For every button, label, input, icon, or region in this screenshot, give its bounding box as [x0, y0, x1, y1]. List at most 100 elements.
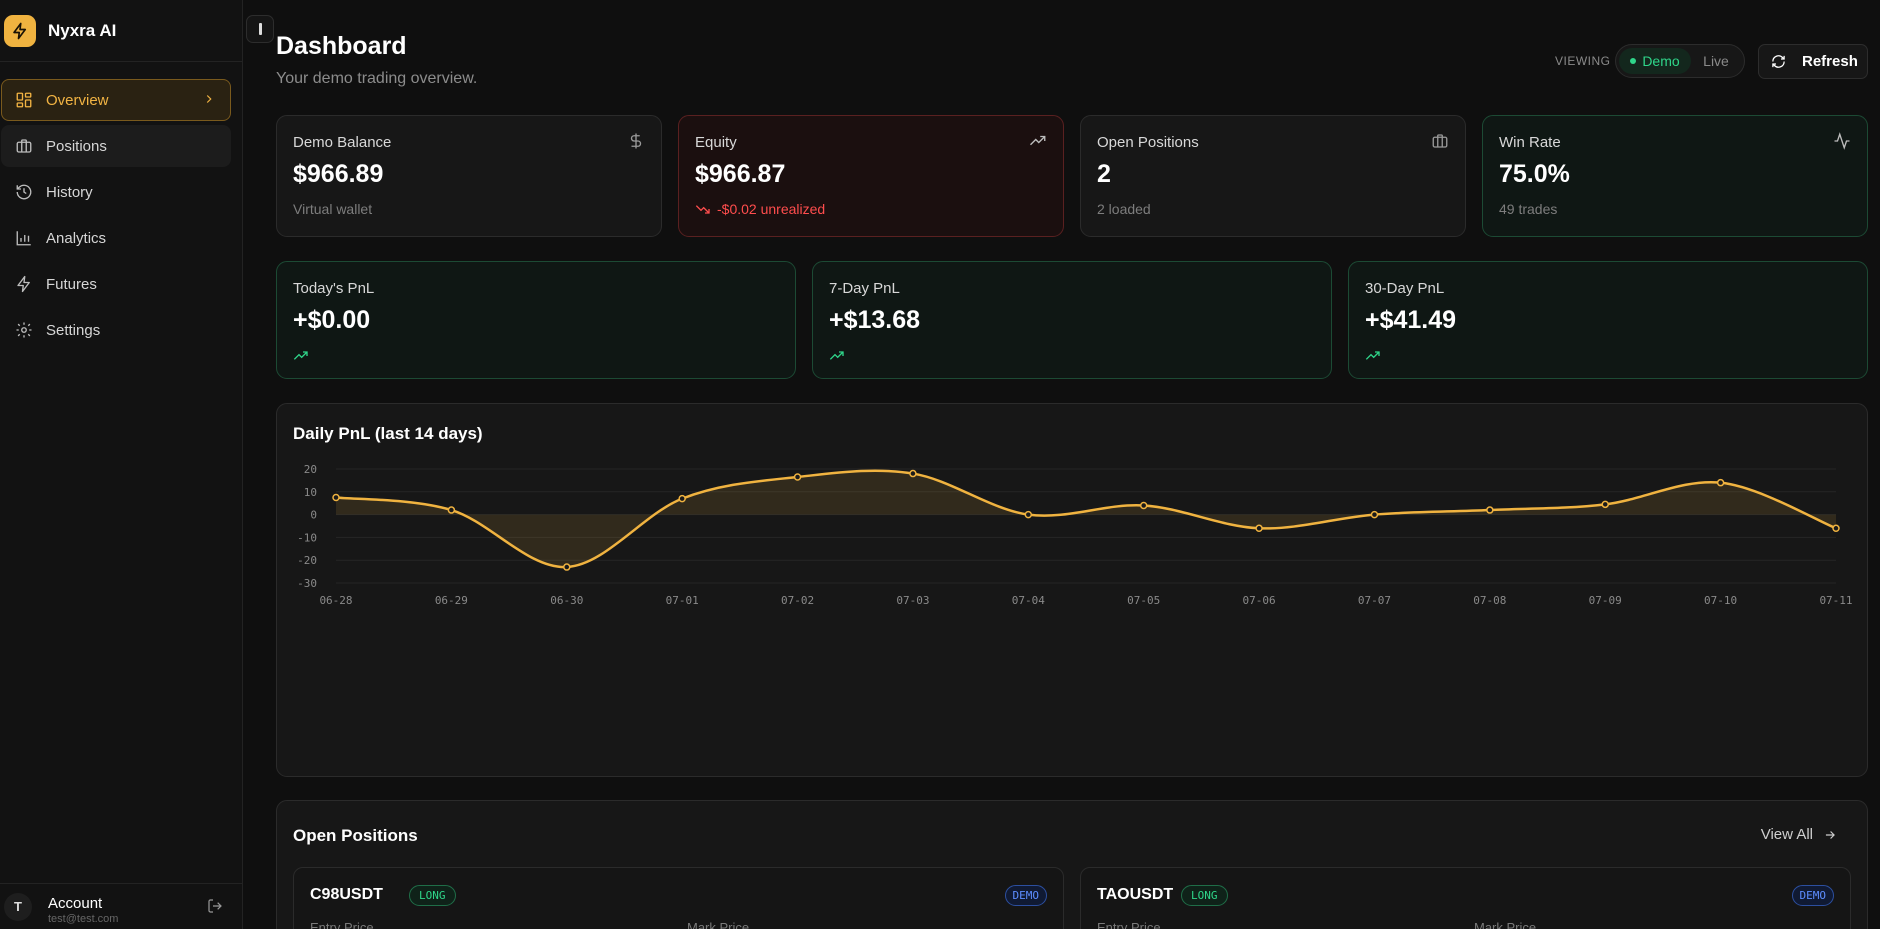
data-point — [1139, 501, 1148, 510]
account-menu[interactable]: T Account test@test.com — [0, 883, 243, 929]
grid-icon — [14, 90, 34, 110]
sidebar: Nyxra AI Overview Positions History — [0, 0, 243, 929]
mode-demo-option[interactable]: Demo — [1619, 48, 1691, 74]
equity-card: Equity $966.87 -$0.02 unrealized — [678, 115, 1064, 237]
sidebar-item-overview[interactable]: Overview — [1, 79, 231, 121]
mode-badge: DEMO — [1791, 885, 1834, 906]
view-all-label: View All — [1760, 826, 1813, 843]
area-fill — [336, 470, 1836, 568]
y-tick-label: -20 — [297, 554, 317, 567]
sidebar-item-label: Positions — [46, 137, 107, 155]
logout-icon[interactable] — [207, 898, 223, 919]
lightning-icon — [14, 274, 34, 294]
mark-price-label: Mark Price — [1474, 920, 1537, 929]
account-info: Account test@test.com — [48, 889, 118, 925]
x-tick-label: 06-30 — [550, 594, 583, 607]
dollar-icon — [627, 132, 645, 155]
chart-title: Daily PnL (last 14 days) — [293, 424, 483, 443]
refresh-button[interactable]: Refresh — [1758, 44, 1868, 79]
card-value: +$13.68 — [829, 306, 921, 334]
lightning-logo-icon — [4, 14, 36, 47]
card-value: +$41.49 — [1365, 306, 1457, 334]
open-positions-card: Open Positions 2 2 loaded — [1080, 115, 1466, 237]
view-all-link[interactable]: View All — [1761, 826, 1837, 843]
card-value: 75.0% — [1499, 160, 1570, 188]
y-tick-label: 0 — [310, 509, 317, 522]
y-tick-label: -30 — [297, 577, 317, 590]
today-pnl-card: Today's PnL +$0.00 — [276, 261, 796, 379]
data-point — [909, 469, 917, 478]
trending-up-icon — [829, 348, 845, 369]
side-badge: LONG — [409, 885, 456, 906]
chevron-right-icon — [202, 92, 216, 110]
briefcase-icon — [14, 136, 34, 156]
mark-price-label: Mark Price — [687, 920, 750, 929]
trending-up-icon — [1029, 132, 1047, 155]
side-badge: LONG — [1181, 885, 1228, 906]
x-tick-label: 07-03 — [896, 594, 929, 607]
x-tick-label: 07-04 — [1012, 594, 1045, 607]
card-label: Today's PnL — [293, 280, 375, 297]
win-rate-card: Win Rate 75.0% 49 trades — [1482, 115, 1868, 237]
data-point — [1486, 506, 1494, 514]
sidebar-item-label: History — [46, 183, 93, 201]
x-tick-label: 07-06 — [1243, 594, 1276, 607]
thirty-day-pnl-card: 30-Day PnL +$41.49 — [1348, 261, 1868, 379]
x-tick-label: 07-10 — [1704, 594, 1737, 607]
y-tick-label: 20 — [304, 463, 317, 476]
x-tick-label: 07-01 — [666, 594, 699, 607]
x-tick-label: 06-29 — [435, 594, 468, 607]
trending-down-icon — [695, 205, 710, 214]
data-point — [1832, 524, 1840, 533]
demo-balance-card: Demo Balance $966.89 Virtual wallet — [276, 115, 662, 237]
sidebar-item-history[interactable]: History — [1, 171, 231, 213]
sidebar-item-label: Analytics — [46, 229, 107, 247]
data-point — [678, 494, 686, 503]
seven-day-pnl-card: 7-Day PnL +$13.68 — [812, 261, 1332, 379]
mode-live-option[interactable]: Live — [1691, 48, 1741, 74]
card-subtext: 49 trades — [1499, 201, 1558, 217]
position-card[interactable]: TAOUSDT LONG DEMO Entry Price Mark Price — [1080, 867, 1851, 929]
data-point — [1716, 478, 1725, 487]
refresh-label: Refresh — [1802, 53, 1858, 70]
mode-badge: DEMO — [1004, 885, 1047, 906]
sidebar-item-futures[interactable]: Futures — [1, 263, 231, 305]
card-label: Win Rate — [1499, 134, 1561, 151]
card-label: 7-Day PnL — [829, 280, 900, 297]
card-label: Demo Balance — [293, 134, 392, 151]
sidebar-item-settings[interactable]: Settings — [1, 309, 231, 351]
account-label: Account — [48, 894, 103, 912]
sidebar-item-label: Futures — [46, 275, 97, 293]
mode-toggle: Demo Live — [1615, 44, 1745, 78]
mode-demo-label: Demo — [1642, 53, 1680, 69]
position-symbol: C98USDT — [310, 886, 383, 903]
position-card[interactable]: C98USDT LONG DEMO Entry Price Mark Price — [293, 867, 1064, 929]
data-point — [1601, 500, 1609, 509]
unrealized-text: -$0.02 unrealized — [717, 201, 826, 217]
entry-price-label: Entry Price — [310, 920, 374, 929]
card-value: 2 — [1097, 160, 1111, 188]
daily-pnl-chart-card: Daily PnL (last 14 days) 20 10 0 -10 -20 -30 0… — [276, 403, 1868, 777]
card-value: $966.89 — [293, 160, 384, 188]
panel-icon — [258, 23, 262, 35]
card-value: $966.87 — [695, 160, 786, 188]
x-tick-label: 07-11 — [1819, 594, 1852, 607]
status-dot — [1630, 58, 1637, 64]
refresh-icon — [1771, 54, 1786, 69]
card-value: +$0.00 — [293, 306, 371, 334]
sidebar-item-positions[interactable]: Positions — [1, 125, 231, 167]
sidebar-toggle-button[interactable] — [246, 15, 274, 43]
x-tick-label: 07-08 — [1473, 594, 1506, 607]
data-point — [1024, 510, 1033, 519]
x-tick-label: 07-02 — [781, 594, 814, 607]
data-point — [332, 493, 340, 502]
account-email: test@test.com — [48, 912, 119, 925]
y-tick-label: -10 — [297, 531, 317, 544]
gear-icon — [14, 320, 34, 340]
card-subtext: 2 loaded — [1097, 201, 1151, 217]
sidebar-item-analytics[interactable]: Analytics — [1, 217, 231, 259]
app-name: Nyxra AI — [48, 20, 117, 40]
sidebar-item-label: Overview — [46, 91, 109, 109]
brand: Nyxra AI — [0, 0, 242, 62]
